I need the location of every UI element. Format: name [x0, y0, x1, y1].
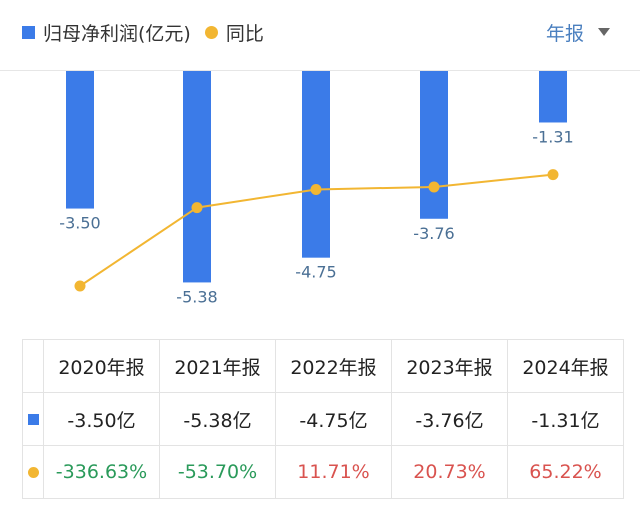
yoy-row-marker: [22, 445, 44, 499]
table-cell: -4.75亿: [275, 392, 392, 446]
table-corner-cell: [22, 339, 44, 393]
table-header-cell: 2021年报: [159, 339, 276, 393]
table-cell: -5.38亿: [159, 392, 276, 446]
table-header-cell: 2024年报: [507, 339, 624, 393]
line-legend-swatch: [27, 467, 39, 478]
bar-legend-swatch: [22, 25, 35, 39]
table-row-yoy: -336.63% -53.70% 11.71% 20.73% 65.22%: [22, 445, 624, 499]
bar-2024年报: [539, 71, 567, 123]
bar-2023年报: [420, 71, 448, 219]
chart-plot-area: -3.50 -5.38 -4.75 -3.76 -1.31: [59, 71, 574, 306]
table-cell: 65.22%: [507, 445, 624, 499]
bar-value-label: -5.38: [176, 287, 217, 306]
yoy-point-2020年报: [74, 280, 86, 292]
chevron-down-icon: [598, 28, 610, 36]
table-cell: 11.71%: [275, 445, 392, 499]
bar-2021年报: [183, 71, 211, 283]
period-select-value: 年报: [545, 22, 584, 45]
table-cell: -3.76亿: [391, 392, 508, 446]
data-table: 2020年报 2021年报 2022年报 2023年报 2024年报 -3.50…: [22, 339, 624, 499]
bar-value-label: -1.31: [532, 127, 573, 146]
bar-value-label: -3.76: [413, 224, 454, 243]
bar-value-label: -3.50: [59, 214, 100, 233]
table-cell: -336.63%: [43, 445, 160, 499]
yoy-point-2024年报: [547, 169, 559, 181]
yoy-point-2022年报: [310, 183, 322, 195]
table-cell: -53.70%: [159, 445, 276, 499]
line-legend-label: 同比: [225, 22, 264, 45]
yoy-point-2021年报: [191, 202, 203, 214]
bar-2020年报: [66, 71, 94, 209]
bar-legend-label: 归母净利润(亿元): [43, 22, 191, 45]
chart-legend: 归母净利润(亿元) 同比: [22, 18, 264, 46]
table-header-cell: 2020年报: [43, 339, 160, 393]
table-cell: -1.31亿: [507, 392, 624, 446]
bar-value-label: -4.75: [295, 263, 336, 282]
profit-row-marker: [22, 392, 44, 446]
period-select[interactable]: 年报: [546, 18, 610, 46]
chart-top-divider: [0, 70, 640, 71]
table-header-row: 2020年报 2021年报 2022年报 2023年报 2024年报: [22, 339, 624, 393]
yoy-point-2023年报: [428, 181, 440, 193]
table-header-cell: 2023年报: [391, 339, 508, 393]
line-legend-swatch: [204, 25, 218, 39]
table-cell: -3.50亿: [43, 392, 160, 446]
table-cell: 20.73%: [391, 445, 508, 499]
bar-legend-swatch: [27, 414, 39, 425]
table-row-profit: -3.50亿 -5.38亿 -4.75亿 -3.76亿 -1.31亿: [22, 392, 624, 446]
bar-2022年报: [302, 71, 330, 258]
table-header-cell: 2022年报: [275, 339, 392, 393]
